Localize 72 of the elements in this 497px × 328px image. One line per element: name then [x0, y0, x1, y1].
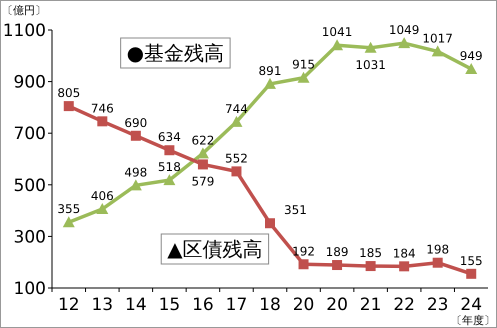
x-tick-label: 17 [226, 295, 248, 315]
x-tick-label: 18 [259, 295, 281, 315]
point [198, 159, 208, 170]
point [465, 62, 478, 74]
y-tick-label: 700 [14, 124, 46, 144]
data-label: 949 [460, 48, 483, 63]
data-label: 1049 [388, 23, 420, 38]
data-label: 184 [392, 246, 416, 260]
y-axis-title: 〔億円〕 [2, 4, 46, 17]
y-tick-label: 300 [14, 227, 46, 248]
point [96, 203, 108, 214]
x-tick-label: 23 [426, 295, 449, 315]
y-tick-label: 1100 [2, 21, 46, 41]
data-label: 634 [158, 130, 181, 144]
x-tick-label: 15 [158, 295, 180, 315]
data-label: 406 [90, 189, 114, 204]
x-tick-label: 16 [192, 295, 214, 315]
point [398, 37, 410, 48]
data-label: 155 [460, 254, 483, 268]
x-tick-label: 14 [125, 295, 147, 315]
point [62, 216, 75, 228]
data-label: 805 [57, 86, 80, 100]
data-label: 198 [426, 242, 450, 257]
x-tick-label: 20 [292, 295, 314, 315]
data-label: 518 [158, 160, 181, 174]
point [231, 166, 242, 176]
data-label: 355 [57, 202, 80, 216]
x-tick-label: 20 [326, 295, 348, 315]
point [466, 268, 476, 279]
x-tick-label: 13 [91, 295, 114, 315]
point [164, 145, 174, 156]
series-label: ▲区債残高 [167, 237, 263, 261]
y-tick-label: 900 [14, 72, 46, 93]
data-label: 189 [326, 245, 349, 260]
point [163, 174, 176, 186]
data-label: 746 [90, 101, 114, 116]
x-axis-title: 〔年度〕 [451, 314, 495, 327]
data-label: 1031 [355, 58, 386, 72]
x-tick-label: 22 [393, 295, 415, 315]
data-label: 351 [284, 203, 307, 218]
data-label: 498 [124, 165, 148, 180]
data-label: 185 [359, 246, 382, 260]
point [298, 259, 309, 270]
x-tick-label: 21 [360, 295, 382, 315]
point [264, 78, 276, 89]
point [432, 258, 443, 268]
data-label: 1017 [422, 31, 453, 46]
data-label: 1041 [322, 25, 352, 40]
x-tick-label: 24 [460, 295, 482, 315]
point [265, 218, 275, 228]
data-label: 192 [292, 244, 315, 258]
data-label: 552 [225, 151, 248, 166]
x-tick-label: 12 [58, 295, 80, 315]
data-label: 915 [292, 58, 315, 72]
point [332, 260, 342, 270]
point [364, 42, 377, 53]
data-label: 744 [225, 102, 248, 116]
point [366, 261, 376, 272]
data-label: 690 [124, 116, 148, 130]
point [97, 116, 108, 126]
y-tick-label: 500 [14, 176, 46, 196]
point [432, 45, 444, 56]
point [298, 72, 310, 83]
data-label: 622 [191, 133, 214, 148]
data-label: 891 [258, 64, 282, 78]
text: ●基金残高 [126, 41, 224, 65]
point [130, 130, 141, 141]
point [64, 101, 74, 112]
data-label: 579 [191, 174, 214, 188]
y-tick-label: 100 [14, 279, 46, 299]
point [331, 39, 344, 50]
point [399, 261, 410, 272]
